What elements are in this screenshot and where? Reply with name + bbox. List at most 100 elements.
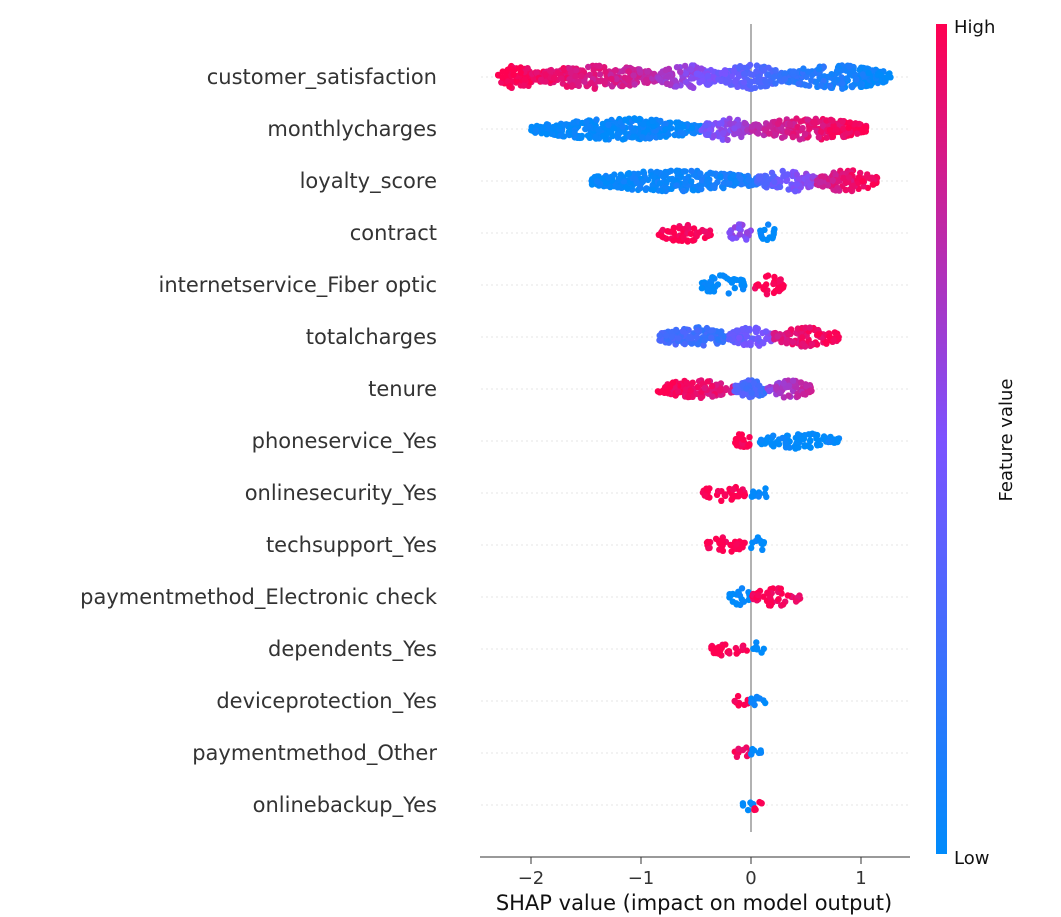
- shap-point: [870, 181, 877, 188]
- shap-point: [688, 167, 695, 175]
- shap-point: [807, 437, 814, 445]
- shap-point: [504, 78, 511, 85]
- shap-point: [679, 130, 686, 137]
- shap-point: [756, 537, 764, 544]
- shap-point: [716, 120, 723, 127]
- shap-point: [715, 336, 722, 344]
- shap-point: [829, 177, 836, 184]
- shap-point: [739, 643, 746, 650]
- shap-point: [747, 339, 754, 347]
- shap-point: [729, 598, 736, 605]
- shap-point: [681, 62, 689, 70]
- shap-point: [770, 280, 777, 288]
- shap-point: [839, 118, 846, 125]
- shap-point: [735, 431, 743, 438]
- shap-point: [656, 180, 664, 187]
- shap-point: [757, 747, 764, 754]
- shap-point: [499, 68, 506, 75]
- shap-point: [593, 116, 600, 123]
- shap-point: [843, 75, 850, 82]
- shap-point: [857, 81, 864, 88]
- shap-point: [635, 170, 642, 177]
- shap-point: [835, 335, 842, 343]
- shap-point: [743, 332, 750, 339]
- shap-point: [761, 490, 768, 497]
- shap-point: [688, 178, 695, 185]
- shap-point: [826, 127, 834, 134]
- shap-point: [813, 435, 820, 442]
- shap-point: [731, 125, 738, 132]
- shap-point: [694, 341, 702, 348]
- shap-point: [673, 167, 681, 174]
- shap-point: [532, 127, 540, 134]
- shap-point: [550, 123, 557, 131]
- shap-point: [750, 490, 757, 498]
- shap-point: [674, 123, 681, 130]
- shap-point: [663, 80, 671, 88]
- shap-point: [783, 340, 790, 347]
- shap-point: [846, 186, 854, 193]
- shap-point: [630, 72, 637, 79]
- shap-point: [817, 82, 825, 89]
- shap-point: [533, 69, 540, 77]
- shap-point: [545, 121, 552, 129]
- shap-point: [689, 124, 696, 132]
- shap-point: [823, 134, 830, 141]
- shap-point: [716, 387, 724, 394]
- shap-point: [739, 277, 746, 284]
- shap-point: [770, 289, 778, 297]
- shap-point: [687, 230, 695, 237]
- shap-point: [760, 285, 767, 293]
- shap-point: [755, 591, 762, 599]
- shap-point: [849, 83, 856, 91]
- shap-point: [602, 179, 610, 187]
- shap-point: [520, 82, 527, 89]
- shap-point: [779, 167, 786, 175]
- shap-point: [770, 74, 777, 81]
- shap-point: [672, 83, 680, 90]
- shap-point: [506, 83, 513, 90]
- feature-label: dependents_Yes: [268, 637, 437, 662]
- shap-point: [583, 118, 590, 125]
- shap-point: [693, 333, 701, 341]
- shap-point: [694, 383, 701, 391]
- shap-point: [614, 134, 622, 141]
- shap-point: [666, 176, 673, 183]
- shap-point: [763, 436, 770, 443]
- shap-point: [680, 168, 688, 175]
- shap-point: [741, 492, 748, 500]
- shap-point: [746, 442, 753, 449]
- shap-point: [729, 590, 737, 598]
- shap-point: [703, 178, 711, 185]
- shap-point: [815, 65, 823, 73]
- shap-point: [521, 76, 529, 83]
- colorbar-title: Feature value: [996, 379, 1017, 502]
- shap-point: [735, 588, 742, 595]
- shap-point: [566, 76, 573, 83]
- shap-point: [716, 540, 723, 547]
- shap-point: [793, 115, 800, 122]
- shap-point: [722, 386, 730, 394]
- shap-point: [722, 174, 730, 181]
- feature-label: loyalty_score: [300, 169, 437, 194]
- shap-point: [779, 434, 786, 442]
- shap-point: [850, 67, 857, 74]
- shap-point: [734, 540, 741, 548]
- shap-point: [643, 76, 650, 84]
- shap-point: [755, 493, 762, 500]
- shap-point: [625, 76, 632, 84]
- shap-point: [717, 173, 724, 180]
- shap-point: [705, 81, 712, 88]
- shap-point: [596, 78, 604, 85]
- shap-point: [710, 132, 718, 139]
- shap-point: [587, 79, 595, 87]
- shap-point: [750, 380, 758, 387]
- shap-point: [735, 225, 743, 232]
- shap-point: [760, 66, 768, 74]
- shap-point: [688, 340, 695, 347]
- shap-point: [733, 386, 741, 393]
- shap-point: [736, 231, 744, 238]
- shap-point: [846, 119, 854, 126]
- shap-point: [760, 340, 767, 347]
- shap-point: [717, 77, 725, 85]
